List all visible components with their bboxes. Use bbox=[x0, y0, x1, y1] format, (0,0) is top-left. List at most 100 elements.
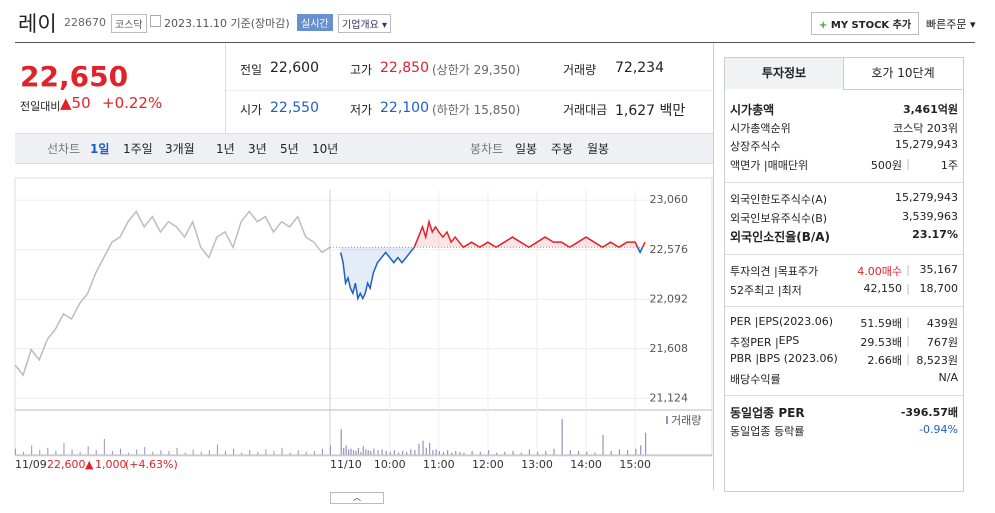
info-sep: | bbox=[906, 352, 910, 365]
volume-bar bbox=[442, 451, 445, 455]
volume-bar bbox=[418, 443, 420, 455]
volume-bar bbox=[504, 451, 506, 455]
volume-bar bbox=[23, 451, 25, 455]
volume-legend-swatch bbox=[666, 416, 668, 424]
realtime-button[interactable]: 실시간 bbox=[297, 14, 333, 31]
y-tick-label: 23,060 bbox=[650, 193, 689, 206]
volume-bar bbox=[520, 452, 522, 455]
volume-bar bbox=[365, 449, 367, 455]
my-stock-text: MY STOCK 추가 bbox=[830, 20, 912, 31]
company-info-text: 기업개요 bbox=[342, 20, 379, 31]
volume-bar bbox=[545, 451, 547, 455]
prev-arrow: ▲ bbox=[85, 458, 94, 471]
volume-bar bbox=[635, 448, 637, 455]
period-bar bbox=[15, 133, 713, 164]
volume-bar bbox=[345, 445, 347, 455]
quick-order-text: 빠른주문 bbox=[926, 18, 967, 31]
volume-bar bbox=[397, 452, 400, 455]
quote-value: 22,600 bbox=[270, 60, 319, 76]
volume-bar bbox=[233, 448, 235, 455]
volume-bar bbox=[289, 452, 291, 455]
info-value: 51.59배 bbox=[860, 317, 902, 330]
period-tab[interactable]: 주봉 bbox=[551, 142, 574, 156]
volume-bar bbox=[610, 451, 612, 455]
volume-bar bbox=[15, 448, 16, 455]
change-label: 전일대비 bbox=[20, 100, 61, 113]
info-label-2: EPS(2023.06) bbox=[758, 315, 834, 328]
info-value-2: 18,700 bbox=[919, 281, 959, 295]
period-tab[interactable]: 1주일 bbox=[123, 142, 153, 156]
info-value: 4.00매수 bbox=[857, 265, 902, 278]
info-tab-active[interactable]: 투자정보 bbox=[725, 58, 843, 89]
volume-bar bbox=[355, 451, 357, 455]
info-row: 시가총액 3,461억원 bbox=[730, 101, 958, 119]
volume-bar bbox=[496, 452, 498, 455]
info-row: 외국인소진율(B/A) 23.17% bbox=[730, 228, 958, 246]
info-tab[interactable]: 호가 10단계 bbox=[843, 58, 962, 90]
volume-bar bbox=[463, 452, 465, 455]
quote-rule bbox=[226, 90, 713, 91]
info-label: 외국인보유주식수(B) bbox=[730, 211, 828, 225]
quote-label: 저가 bbox=[350, 103, 373, 117]
today-line-up bbox=[413, 218, 646, 248]
info-row: 52주최고 | 최저 18,700 | 42,150 bbox=[730, 282, 958, 300]
info-value: 15,279,943 bbox=[895, 138, 958, 151]
info-row: 액면가 | 매매단위 1주 | 500원 bbox=[730, 157, 958, 175]
info-value-2: 8,523원 bbox=[916, 354, 958, 367]
period-tab[interactable]: 1년 bbox=[216, 142, 235, 156]
x-tick-label: 11:00 bbox=[423, 458, 455, 471]
period-tab[interactable]: 5년 bbox=[280, 142, 299, 156]
section-rule bbox=[725, 306, 963, 307]
info-row: 상장주식수 15,279,943 bbox=[730, 138, 958, 156]
stock-name: 레이 bbox=[18, 12, 57, 36]
y-tick-label: 21,124 bbox=[650, 391, 689, 404]
volume-bar bbox=[569, 450, 571, 455]
period-tab[interactable]: 1일 bbox=[90, 142, 110, 156]
company-info-button[interactable]: 기업개요 ▾ bbox=[338, 14, 392, 33]
prev-change: 1,000 bbox=[95, 458, 127, 471]
volume-bar bbox=[352, 450, 355, 455]
period-tab[interactable]: 월봉 bbox=[587, 142, 610, 156]
my-stock-button[interactable]: + MY STOCK 추가 bbox=[811, 12, 920, 35]
volume-bar bbox=[31, 445, 33, 455]
collapse-button[interactable]: ︿ bbox=[330, 492, 384, 504]
y-tick-label: 22,092 bbox=[650, 292, 689, 305]
volume-bar bbox=[414, 450, 416, 455]
y-tick-label: 21,608 bbox=[650, 342, 689, 355]
volume-bar bbox=[176, 447, 178, 455]
period-tab[interactable]: 3개월 bbox=[165, 142, 195, 156]
x-tick-label: 12:00 bbox=[472, 458, 504, 471]
period-tab[interactable]: 10년 bbox=[312, 142, 339, 156]
prev-close: 22,600 bbox=[47, 458, 86, 471]
quote-value: 1,627 백만 bbox=[615, 103, 686, 119]
volume-bar bbox=[103, 439, 105, 455]
quote-value: 22,550 bbox=[270, 100, 319, 116]
volume-bar bbox=[128, 452, 130, 455]
volume-bar bbox=[438, 451, 441, 455]
volume-bar bbox=[422, 440, 424, 455]
info-sep: | bbox=[906, 315, 910, 328]
info-row: 동일업종 PER -396.57배 bbox=[730, 404, 958, 422]
volume-bar bbox=[645, 432, 647, 455]
quick-order-button[interactable]: 빠른주문 ▾ bbox=[926, 18, 976, 31]
volume-bar bbox=[168, 451, 170, 455]
info-label: 외국인한도주식수(A) bbox=[730, 193, 828, 206]
volume-bar bbox=[393, 450, 396, 455]
volume-bar bbox=[432, 450, 434, 455]
volume-bar bbox=[487, 450, 490, 455]
volume-bar bbox=[389, 451, 391, 455]
quote-label: 고가 bbox=[350, 63, 373, 77]
volume-bar bbox=[208, 450, 210, 455]
volume-bar bbox=[79, 451, 81, 455]
section-rule bbox=[725, 182, 963, 183]
info-label: PER | EPS(2023.06) bbox=[730, 315, 834, 328]
volume-bar bbox=[200, 451, 202, 455]
y-tick-label: 22,576 bbox=[650, 243, 689, 256]
date: 2023.11.10 기준(장마감) bbox=[164, 17, 290, 30]
period-tab[interactable]: 일봉 bbox=[515, 142, 538, 156]
volume-bar bbox=[362, 446, 364, 455]
period-tab[interactable]: 3년 bbox=[248, 142, 267, 156]
today-line-down bbox=[339, 247, 644, 301]
volume-bar bbox=[343, 447, 345, 455]
info-row: 투자의견 | 목표주가 35,167 | 4.00매수 bbox=[730, 263, 958, 281]
